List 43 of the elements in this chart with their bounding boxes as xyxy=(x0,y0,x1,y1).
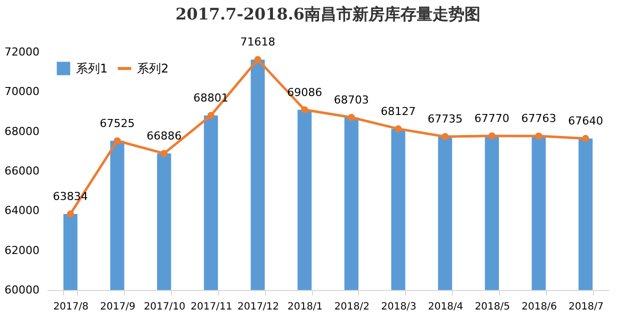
data-label: 68127 xyxy=(380,104,416,118)
point xyxy=(160,150,168,157)
x-tick-label: 2018/5 xyxy=(474,302,510,312)
y-tick-label: 70000 xyxy=(4,85,40,98)
point xyxy=(114,137,121,144)
point xyxy=(301,106,308,114)
x-tick-label: 2018/1 xyxy=(287,302,323,312)
x-tick-label: 2018/4 xyxy=(428,302,464,312)
y-tick-label: 68000 xyxy=(4,124,40,138)
x-tick-label: 2017/10 xyxy=(144,302,186,312)
x-tick-label: 2017/9 xyxy=(100,302,136,312)
point xyxy=(254,56,262,64)
x-tick-label: 2018/7 xyxy=(568,302,604,312)
x-tick-label: 2018/6 xyxy=(522,302,557,312)
data-label: 67770 xyxy=(474,112,510,125)
point xyxy=(66,210,74,218)
point xyxy=(207,112,214,119)
data-label: 67640 xyxy=(568,114,604,128)
point xyxy=(488,132,496,140)
y-tick-label: 72000 xyxy=(4,46,40,58)
data-label: 67735 xyxy=(428,112,463,126)
y-tick-label: 64000 xyxy=(4,204,40,218)
chart-title: 2017.7-2018.6南昌市新房库存量走势图 xyxy=(175,4,481,24)
x-tick-label: 2017/8 xyxy=(53,302,89,312)
x-tick-label: 2017/12 xyxy=(237,302,280,312)
data-label: 68703 xyxy=(334,93,369,106)
point xyxy=(348,114,355,121)
data-label: 71618 xyxy=(240,36,276,49)
legend-label: 系列2 xyxy=(137,62,169,76)
legend-label: 系列1 xyxy=(76,62,108,76)
x-tick-label: 2018/2 xyxy=(334,302,370,312)
point xyxy=(442,133,449,140)
data-label: 67525 xyxy=(100,116,135,130)
y-tick-label: 66000 xyxy=(4,164,40,178)
point xyxy=(394,125,402,132)
x-tick-label: 2018/3 xyxy=(381,302,416,312)
y-tick-label: 62000 xyxy=(4,244,40,257)
data-label: 67763 xyxy=(521,112,556,126)
y-tick-label: 60000 xyxy=(4,284,40,296)
point xyxy=(582,134,590,142)
point xyxy=(535,132,542,140)
x-tick-label: 2017/11 xyxy=(190,302,232,312)
data-label: 66886 xyxy=(146,129,182,142)
